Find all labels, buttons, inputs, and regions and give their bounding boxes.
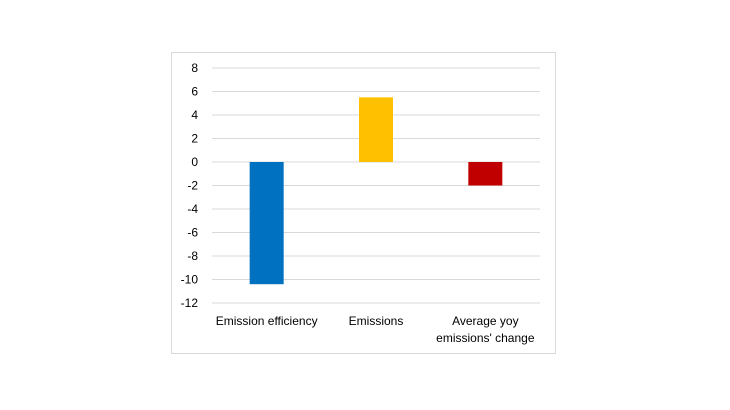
y-axis-tick-labels: 8 6 4 2 0 -2 -4 -6 -8 -10 -12: [181, 61, 199, 310]
bar: [249, 162, 284, 285]
y-tick-label: 8: [191, 61, 198, 75]
x-category-label-line: Emissions: [349, 314, 404, 328]
x-category-label: Emissions: [349, 314, 404, 328]
bars: [249, 97, 503, 285]
bar: [468, 162, 503, 186]
x-category-label-line: emissions' change: [436, 331, 535, 345]
y-tick-label: 2: [191, 132, 198, 146]
x-category-label: Emission efficiency: [216, 314, 318, 328]
x-category-label-line: Average yoy: [452, 314, 519, 328]
y-tick-label: 6: [191, 85, 198, 99]
y-tick-label: -6: [187, 226, 198, 240]
y-tick-label: -8: [187, 249, 198, 263]
y-tick-label: -4: [187, 202, 198, 216]
y-tick-label: -12: [181, 296, 199, 310]
y-tick-label: 4: [191, 108, 198, 122]
x-category-label-line: Emission efficiency: [216, 314, 318, 328]
y-tick-label: -10: [181, 273, 199, 287]
y-tick-label: -2: [187, 179, 198, 193]
y-tick-label: 0: [191, 155, 198, 169]
x-axis-category-labels: Emission efficiency Emissions Average yoy e…: [216, 314, 535, 345]
bar: [359, 97, 393, 162]
x-category-label: Average yoy emissions' change: [436, 314, 535, 345]
